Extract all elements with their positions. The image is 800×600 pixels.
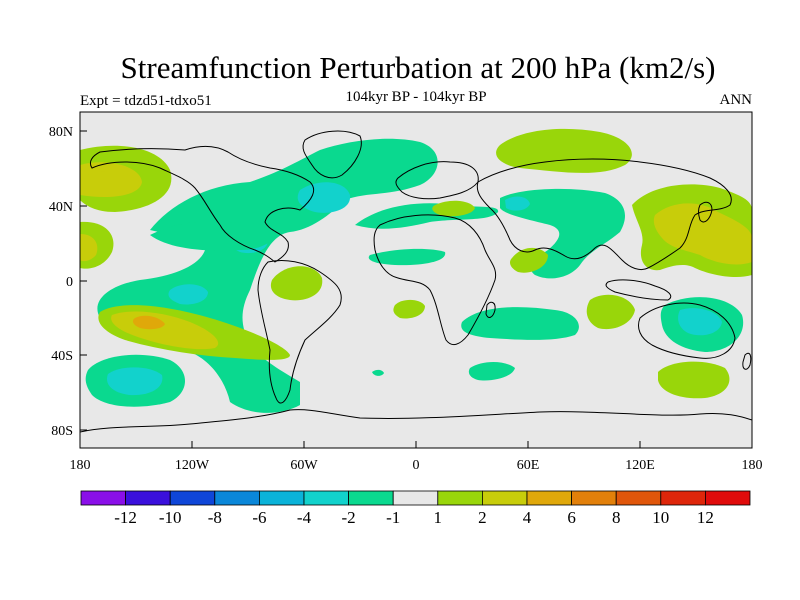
colorbar-swatch <box>258 490 305 506</box>
colorbar-label: -10 <box>159 508 182 527</box>
colorbar-label: 10 <box>652 508 669 527</box>
contour-arabia-pos <box>510 247 548 273</box>
colorbar-swatch <box>214 490 260 506</box>
colorbar <box>80 490 751 506</box>
contour-arctic-pos <box>496 128 632 173</box>
x-tick-label: 120E <box>625 458 655 473</box>
x-tick-label: 60E <box>517 458 540 473</box>
contour-sio-pos <box>393 299 425 319</box>
colorbar-swatch <box>392 490 439 506</box>
coast-japan <box>698 201 713 223</box>
colorbar-swatch <box>169 490 216 506</box>
colorbar-swatch <box>437 490 483 506</box>
coastlines <box>80 130 752 433</box>
contour-mar-neg <box>372 369 384 376</box>
contour-nepac-pos <box>84 171 140 196</box>
contour-eurasia-neg2 <box>505 196 530 211</box>
colorbar-label: 12 <box>697 508 714 527</box>
colorbar-label: -4 <box>297 508 312 527</box>
colorbar-swatch <box>125 490 171 506</box>
contour-med-pos <box>432 200 475 217</box>
contour-aus-pos <box>586 294 635 330</box>
x-tick-label: 60W <box>290 458 318 473</box>
colorbar-label: -6 <box>252 508 266 527</box>
coast-europe <box>395 161 479 200</box>
colorbar-swatch <box>571 490 617 506</box>
y-tick-label: 80S <box>51 424 73 439</box>
experiment-label: Expt = tdzd51-tdxo51 <box>80 93 212 109</box>
colorbar-swatch <box>80 490 126 506</box>
colorbar-swatch <box>615 490 662 506</box>
y-tick-label: 0 <box>66 275 73 290</box>
x-tick-label: 120W <box>175 458 210 473</box>
x-tick-label: 180 <box>742 458 763 473</box>
contour-easia-pos2 <box>653 203 752 265</box>
colorbar-label: -2 <box>342 508 356 527</box>
colorbar-label: 8 <box>612 508 621 527</box>
contour-nam-neg2 <box>297 182 351 213</box>
colorbar-swatch <box>303 490 349 506</box>
coast-asia <box>476 158 732 271</box>
coast-new-zealand <box>742 352 752 370</box>
contour-natl-arm <box>150 221 276 251</box>
colorbar-label: -8 <box>208 508 222 527</box>
coast-africa <box>373 214 497 346</box>
contour-wpac-left2 <box>80 234 98 262</box>
contour-sahel-neg <box>368 248 446 266</box>
y-tick-label: 40S <box>51 349 73 364</box>
coast-madagascar <box>485 301 496 318</box>
colorbar-swatch <box>526 490 572 506</box>
x-tick-labels: 180 120W 60W 0 60E 120E 180 <box>70 458 763 473</box>
colorbar-swatch <box>660 490 706 506</box>
season-label: ANN <box>719 92 753 108</box>
colorbar-label: 1 <box>434 508 443 527</box>
contour-spac-pos3 <box>132 315 165 330</box>
coast-greenland <box>302 130 362 179</box>
axis-ticks <box>79 130 753 448</box>
colorbar-label: -12 <box>114 508 137 527</box>
contour-sso-neg <box>468 362 515 381</box>
contour-tatl-pos <box>270 266 323 301</box>
y-tick-labels: 80N 40N 0 40S 80S <box>49 125 73 439</box>
contour-fields <box>80 128 752 413</box>
y-tick-label: 40N <box>49 200 73 215</box>
coast-south-america <box>257 259 342 404</box>
coast-antarctica <box>80 409 752 433</box>
contour-nz-pos <box>658 361 730 399</box>
colorbar-swatch <box>481 490 528 506</box>
coast-australia <box>638 302 736 359</box>
contour-sio-neg <box>461 307 579 340</box>
y-tick-label: 80N <box>49 125 73 140</box>
colorbar-labels: -12 -10 -8 -6 -4 -2 -1 1 2 4 6 8 10 12 <box>114 508 714 527</box>
colorbar-label: -1 <box>386 508 400 527</box>
colorbar-label: 2 <box>478 508 487 527</box>
colorbar-label: 6 <box>567 508 576 527</box>
contour-epac-neg <box>168 284 208 305</box>
contour-spac-neg2 <box>106 367 163 396</box>
plot-subtitle: 104kyr BP - 104kyr BP <box>345 89 487 105</box>
contour-eurasia-neg <box>500 188 625 279</box>
colorbar-swatch <box>348 490 394 506</box>
colorbar-swatch <box>705 490 751 506</box>
x-tick-label: 180 <box>70 458 91 473</box>
colorbar-label: 4 <box>523 508 532 527</box>
coast-north-america <box>89 146 315 263</box>
x-tick-label: 0 <box>413 458 420 473</box>
plot-title: Streamfunction Perturbation at 200 hPa (… <box>120 50 716 85</box>
coast-indonesia <box>605 279 672 301</box>
contour-aus-neg2 <box>678 308 722 336</box>
